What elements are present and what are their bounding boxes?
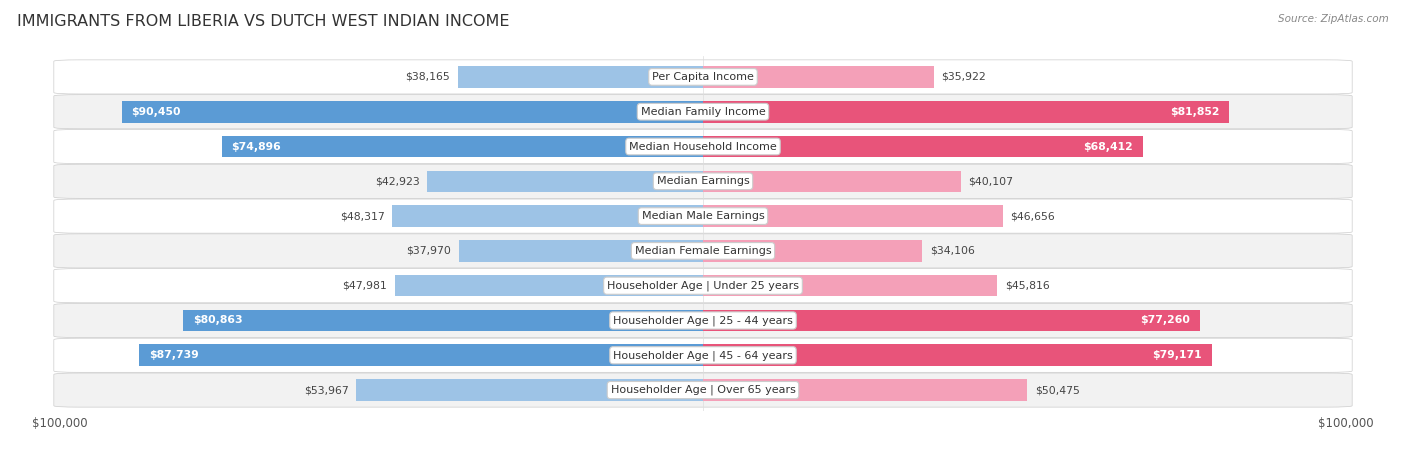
- Bar: [703, 205, 1002, 227]
- FancyBboxPatch shape: [53, 95, 1353, 129]
- Bar: [222, 136, 703, 157]
- Bar: [395, 275, 703, 297]
- Bar: [703, 345, 1212, 366]
- Text: $74,896: $74,896: [231, 142, 281, 151]
- FancyBboxPatch shape: [53, 304, 1353, 338]
- Bar: [703, 66, 934, 88]
- Text: $34,106: $34,106: [929, 246, 974, 256]
- Bar: [703, 310, 1199, 331]
- Text: $45,816: $45,816: [1005, 281, 1050, 290]
- Text: Median Household Income: Median Household Income: [628, 142, 778, 151]
- Bar: [427, 170, 703, 192]
- FancyBboxPatch shape: [53, 234, 1353, 268]
- Text: $53,967: $53,967: [304, 385, 349, 395]
- Text: $87,739: $87,739: [149, 350, 198, 360]
- Bar: [458, 240, 703, 262]
- Text: $47,981: $47,981: [342, 281, 387, 290]
- Text: IMMIGRANTS FROM LIBERIA VS DUTCH WEST INDIAN INCOME: IMMIGRANTS FROM LIBERIA VS DUTCH WEST IN…: [17, 14, 509, 29]
- Bar: [703, 379, 1028, 401]
- Bar: [703, 240, 922, 262]
- Text: $77,260: $77,260: [1140, 316, 1189, 325]
- Bar: [122, 101, 703, 122]
- Text: Per Capita Income: Per Capita Income: [652, 72, 754, 82]
- Bar: [703, 275, 997, 297]
- Text: $40,107: $40,107: [969, 177, 1014, 186]
- Text: $68,412: $68,412: [1083, 142, 1133, 151]
- Text: $38,165: $38,165: [405, 72, 450, 82]
- Bar: [183, 310, 703, 331]
- FancyBboxPatch shape: [53, 269, 1353, 303]
- Bar: [458, 66, 703, 88]
- Bar: [703, 136, 1143, 157]
- FancyBboxPatch shape: [53, 199, 1353, 233]
- Text: $80,863: $80,863: [193, 316, 242, 325]
- Bar: [392, 205, 703, 227]
- Text: Median Family Income: Median Family Income: [641, 107, 765, 117]
- Bar: [356, 379, 703, 401]
- Text: Median Earnings: Median Earnings: [657, 177, 749, 186]
- Legend: Immigrants from Liberia, Dutch West Indian: Immigrants from Liberia, Dutch West Indi…: [550, 464, 856, 467]
- Text: $42,923: $42,923: [374, 177, 419, 186]
- Text: $48,317: $48,317: [340, 211, 385, 221]
- Text: $50,475: $50,475: [1035, 385, 1080, 395]
- Text: $35,922: $35,922: [942, 72, 987, 82]
- Bar: [703, 101, 1229, 122]
- Text: $37,970: $37,970: [406, 246, 451, 256]
- FancyBboxPatch shape: [53, 60, 1353, 94]
- FancyBboxPatch shape: [53, 129, 1353, 163]
- Text: $81,852: $81,852: [1170, 107, 1219, 117]
- Text: Householder Age | Over 65 years: Householder Age | Over 65 years: [610, 385, 796, 396]
- Text: Median Male Earnings: Median Male Earnings: [641, 211, 765, 221]
- FancyBboxPatch shape: [53, 338, 1353, 372]
- Text: Householder Age | 25 - 44 years: Householder Age | 25 - 44 years: [613, 315, 793, 326]
- Text: Householder Age | Under 25 years: Householder Age | Under 25 years: [607, 281, 799, 291]
- Text: $90,450: $90,450: [131, 107, 181, 117]
- Text: Median Female Earnings: Median Female Earnings: [634, 246, 772, 256]
- Bar: [139, 345, 703, 366]
- Text: Householder Age | 45 - 64 years: Householder Age | 45 - 64 years: [613, 350, 793, 361]
- Text: Source: ZipAtlas.com: Source: ZipAtlas.com: [1278, 14, 1389, 24]
- Text: $46,656: $46,656: [1011, 211, 1056, 221]
- FancyBboxPatch shape: [53, 164, 1353, 198]
- FancyBboxPatch shape: [53, 373, 1353, 407]
- Text: $79,171: $79,171: [1153, 350, 1202, 360]
- Bar: [703, 170, 960, 192]
